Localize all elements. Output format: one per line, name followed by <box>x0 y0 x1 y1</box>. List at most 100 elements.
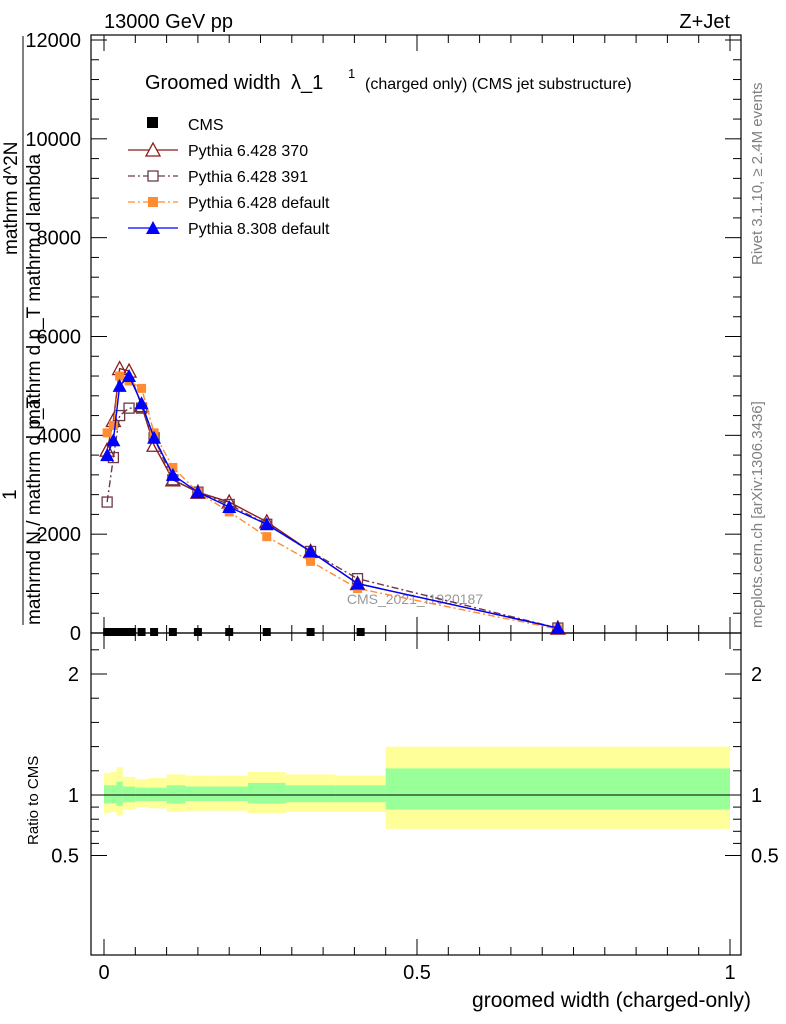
legend-label-p6def: Pythia 6.428 default <box>188 195 330 212</box>
main-y-tick-label: 6000 <box>37 327 82 349</box>
ratio-y-tick-label-right: 2 <box>751 664 762 686</box>
header-right: Z+Jet <box>679 11 730 33</box>
main-y-tick-label: 2000 <box>37 524 82 546</box>
rivet-version-text: Rivet 3.1.10, ≥ 2.4M events <box>749 83 766 266</box>
ratio-y-tick-label: 2 <box>68 664 79 686</box>
ratio-band-inner <box>185 786 211 802</box>
ratio-band-inner <box>116 781 123 806</box>
x-tick-label: 0.5 <box>403 962 431 984</box>
ratio-y-tick-label: 1 <box>68 785 79 807</box>
ratio-plot-frame <box>90 632 742 956</box>
ratio-band-inner <box>147 787 167 802</box>
data-point <box>102 428 112 438</box>
ratio-band-inner <box>104 785 111 804</box>
data-point <box>123 402 135 414</box>
data-point <box>225 628 234 636</box>
data-point <box>550 621 565 635</box>
ratio-band-inner <box>135 787 148 802</box>
legend: CMS Pythia 6.428 370 Pythia 6.428 391 Py… <box>128 117 330 238</box>
data-point <box>150 628 159 636</box>
series-layer <box>99 360 566 636</box>
ratio-band-inner <box>335 785 386 803</box>
data-point <box>147 430 162 444</box>
series-3 <box>102 371 563 634</box>
series-0 <box>103 628 365 636</box>
series-line <box>106 374 559 629</box>
legend-marker-p8def <box>146 221 160 234</box>
main-ylabel-numerator: mathrm d^2N <box>1 142 22 255</box>
data-point <box>262 532 272 542</box>
ratio-band-inner <box>122 786 136 803</box>
data-point <box>259 517 274 531</box>
data-point <box>168 462 178 472</box>
plot-title-main: Groomed width <box>145 72 281 94</box>
data-point <box>112 378 127 392</box>
data-point <box>193 628 202 636</box>
legend-label-p8def: Pythia 8.308 default <box>188 221 330 238</box>
data-point <box>115 628 124 636</box>
main-y-tick-label: 10000 <box>25 129 81 151</box>
header-left: 13000 GeV pp <box>104 11 233 33</box>
mcplots-text: mcplots.cern.ch [arXiv:1306.3436] <box>749 401 766 628</box>
main-ylabel: mathrmd N / mathrm d p_T mathrm d p_T ma… <box>0 36 45 625</box>
main-y-tick-label: 12000 <box>25 30 81 52</box>
data-point <box>121 628 130 636</box>
data-point <box>356 628 365 636</box>
ratio-band-inner <box>247 782 286 804</box>
data-point <box>165 467 180 481</box>
data-point <box>306 556 316 566</box>
x-tick-label: 0 <box>98 962 109 984</box>
ratio-bands <box>91 746 741 829</box>
ratio-y-tick-label-right: 0.5 <box>751 846 779 868</box>
plot-title-sup: 1 <box>348 66 355 81</box>
data-point <box>100 448 115 462</box>
data-point <box>137 383 147 393</box>
series-line <box>106 374 558 630</box>
x-axis-label: groomed width (charged-only) <box>472 989 751 1012</box>
series-line <box>106 367 559 629</box>
series-1 <box>99 360 566 635</box>
data-point <box>190 485 205 499</box>
ratio-band-inner <box>166 785 186 804</box>
data-point <box>106 433 121 447</box>
data-point <box>115 371 125 381</box>
ratio-band-inner <box>110 785 117 804</box>
legend-label-p391: Pythia 6.428 391 <box>188 169 308 186</box>
data-point <box>262 628 271 636</box>
ratio-y-tick-label-right: 1 <box>751 785 762 807</box>
data-point <box>128 628 137 636</box>
series-2 <box>101 402 564 634</box>
main-y-tick-label: 8000 <box>37 228 82 250</box>
data-point <box>303 544 318 558</box>
series-4 <box>100 369 565 635</box>
ratio-y-tick-label: 0.5 <box>51 846 79 868</box>
data-point <box>306 628 315 636</box>
ratio-ylabel: Ratio to CMS <box>25 756 42 845</box>
ratio-band-inner <box>285 785 336 803</box>
data-point <box>103 628 112 636</box>
data-point <box>137 628 146 636</box>
series-line <box>106 407 559 629</box>
data-point <box>168 628 177 636</box>
x-tick-label: 1 <box>724 962 735 984</box>
legend-marker-cms <box>147 117 158 128</box>
main-ylabel-one: 1 <box>0 489 21 500</box>
data-point <box>134 396 149 410</box>
legend-marker-p6def <box>148 197 158 207</box>
ratio-band-inner <box>210 786 248 802</box>
main-ylabel-mid: mathrm d p_T mathrm d lambda <box>24 154 45 425</box>
legend-marker-p370 <box>144 141 162 157</box>
data-point <box>222 499 237 513</box>
main-y-tick-label: 0 <box>70 623 81 645</box>
analysis-watermark: CMS_2021_I1920187 <box>347 591 483 607</box>
data-point <box>109 628 118 636</box>
data-point <box>122 369 137 383</box>
main-ylabel-denominator: mathrmd N / mathrm d p_T <box>24 397 45 625</box>
main-y-tick-label: 4000 <box>37 425 82 447</box>
legend-marker-p391 <box>147 170 159 182</box>
legend-label-cms: CMS <box>188 117 224 134</box>
data-point <box>101 496 113 508</box>
ratio-band-inner <box>385 768 730 810</box>
main-axis-ticks: 0 2000 4000 6000 8000 10000 12000 <box>25 30 741 645</box>
